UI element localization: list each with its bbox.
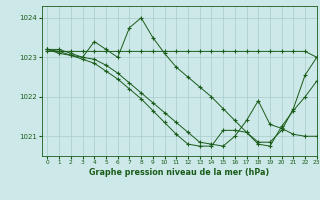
X-axis label: Graphe pression niveau de la mer (hPa): Graphe pression niveau de la mer (hPa): [89, 168, 269, 177]
